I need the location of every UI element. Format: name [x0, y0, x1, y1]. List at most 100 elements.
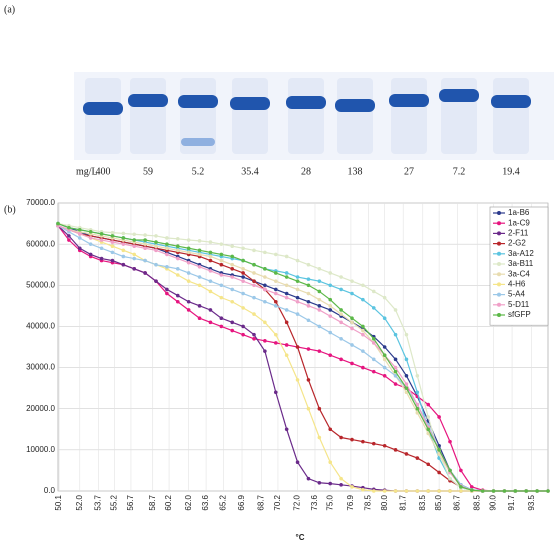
data-point	[175, 299, 180, 304]
data-point	[186, 246, 191, 251]
data-point	[448, 476, 452, 481]
data-point	[219, 242, 224, 246]
data-point	[88, 242, 93, 246]
data-point	[393, 448, 398, 452]
plot-area	[57, 202, 549, 492]
legend-label: 5-A4	[508, 290, 525, 299]
y-tick-label: 10000.0	[26, 445, 55, 454]
data-point	[361, 324, 365, 329]
data-point	[317, 435, 322, 440]
x-tick-label: 86.7	[453, 494, 462, 510]
x-tick-label: 50.1	[54, 494, 63, 510]
data-point	[110, 240, 115, 244]
gel-smear	[288, 78, 324, 154]
data-point	[121, 231, 126, 236]
data-point	[404, 489, 409, 493]
data-point	[350, 316, 354, 321]
data-point	[165, 264, 169, 269]
gel-smear	[391, 78, 427, 154]
data-point	[230, 262, 235, 267]
data-point	[284, 254, 289, 259]
data-point	[382, 374, 387, 378]
data-point	[252, 279, 256, 283]
data-point	[361, 332, 365, 337]
data-point	[295, 460, 300, 465]
data-point	[371, 306, 376, 310]
y-tick-label: 20000.0	[26, 404, 55, 413]
data-point	[241, 271, 245, 275]
gel-band	[335, 99, 375, 112]
data-point	[132, 267, 137, 271]
data-point	[339, 336, 343, 341]
data-point	[88, 252, 93, 257]
data-point	[393, 357, 398, 362]
gel-smear	[130, 78, 166, 154]
data-point	[382, 357, 387, 362]
data-point	[110, 234, 115, 238]
data-point	[382, 489, 387, 493]
y-tick-label: 40000.0	[26, 322, 55, 331]
data-point	[361, 328, 365, 333]
data-point	[448, 489, 452, 493]
data-point	[469, 485, 474, 489]
data-point	[197, 304, 202, 308]
data-point	[339, 483, 343, 487]
data-point	[317, 324, 322, 329]
data-point	[165, 236, 169, 240]
x-tick-label: 88.5	[472, 494, 481, 510]
data-point	[77, 246, 82, 251]
x-tick-label: 81.7	[398, 494, 407, 510]
x-tick-label: 66.9	[237, 494, 246, 510]
data-point	[273, 287, 278, 292]
data-point	[361, 487, 365, 492]
data-point	[295, 299, 300, 304]
data-point	[99, 256, 104, 261]
legend-label: 2-G2	[508, 239, 526, 248]
data-point	[328, 297, 333, 302]
x-tick-label: 80.0	[380, 494, 389, 510]
data-point	[132, 252, 137, 257]
data-point	[361, 297, 365, 302]
data-point	[382, 365, 387, 370]
data-point	[284, 427, 289, 432]
data-point	[317, 304, 322, 308]
legend-swatch	[497, 231, 501, 236]
data-point	[67, 225, 71, 230]
data-point	[77, 236, 82, 240]
data-point	[317, 267, 322, 271]
data-point	[513, 489, 518, 493]
data-point	[252, 336, 256, 341]
data-point	[339, 308, 343, 312]
x-tick-label: 55.2	[110, 494, 119, 510]
data-point	[186, 250, 191, 255]
data-point	[306, 299, 311, 304]
legend-swatch	[497, 262, 501, 266]
data-point	[350, 326, 354, 331]
data-point	[186, 271, 191, 275]
legend-label: 4-H6	[508, 280, 526, 289]
gel-smear	[493, 78, 529, 154]
data-point	[502, 489, 507, 493]
yield-value: 35.4	[241, 166, 259, 177]
legend-label: 3a-A12	[508, 249, 534, 258]
data-point	[219, 258, 224, 263]
data-point	[230, 254, 235, 259]
data-point	[186, 260, 191, 265]
data-point	[252, 271, 256, 275]
data-point	[88, 236, 93, 240]
data-point	[295, 258, 300, 263]
series-line	[57, 225, 548, 492]
data-point	[284, 353, 289, 358]
data-point	[480, 489, 485, 493]
data-point	[317, 289, 322, 294]
data-point	[121, 242, 126, 246]
data-point	[252, 248, 256, 253]
data-point	[263, 275, 267, 279]
data-point	[252, 283, 256, 288]
data-point	[121, 254, 126, 259]
data-point	[393, 308, 398, 312]
data-point	[241, 324, 245, 329]
data-point	[154, 279, 158, 283]
data-point	[284, 291, 289, 296]
data-point	[197, 252, 202, 257]
